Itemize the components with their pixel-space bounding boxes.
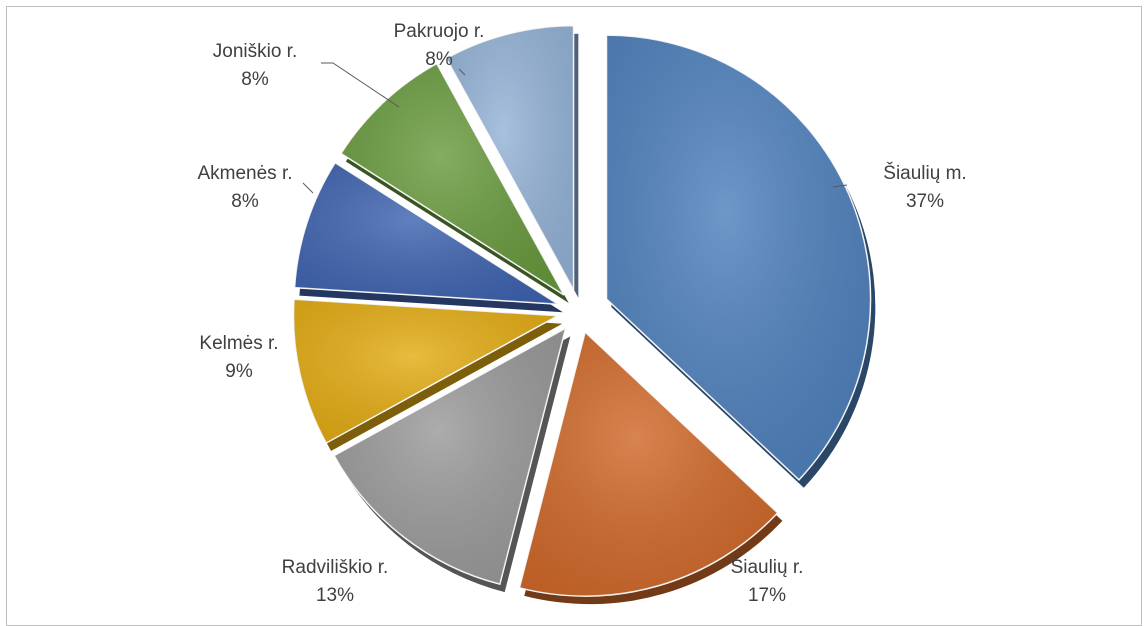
slice-label-5: Joniškio r.	[213, 41, 297, 62]
slice-label-6: Pakruojo r.	[394, 21, 485, 42]
pie-slice-highlight-0	[606, 35, 871, 480]
pie-slice-highlight-6	[446, 25, 574, 290]
leader-line-0	[832, 184, 848, 188]
slice-percent-1: 17%	[748, 585, 786, 606]
slice-percent-6: 8%	[425, 49, 453, 70]
pie-slice-highlight-2	[334, 328, 566, 585]
leader-line-6	[458, 68, 466, 76]
slice-percent-5: 8%	[241, 69, 269, 90]
pie-slice-highlight-4	[294, 162, 559, 305]
slice-percent-4: 8%	[231, 191, 259, 212]
pie-slice-highlight-3	[293, 299, 558, 443]
slice-label-0: Šiaulių m.	[883, 162, 966, 184]
pie-slice-highlight-1	[519, 332, 778, 597]
slice-label-2: Radviliškio r.	[282, 557, 389, 578]
slice-label-4: Akmenės r.	[197, 163, 292, 184]
leader-line-4	[302, 182, 314, 194]
pie-slice-highlight-5	[341, 63, 564, 295]
slice-label-3: Kelmės r.	[199, 333, 278, 354]
chart-area: Šiaulių m. 37% Šiaulių r. 17% Radviliškio r.…	[6, 6, 1142, 626]
leader-line-5	[321, 62, 400, 108]
slice-percent-0: 37%	[906, 191, 944, 212]
slice-percent-3: 9%	[225, 361, 253, 382]
slice-label-1: Šiaulių r.	[731, 556, 804, 578]
pie-chart: Šiaulių m. 37% Šiaulių r. 17% Radviliškio r.…	[197, 21, 966, 606]
slice-percent-2: 13%	[316, 585, 354, 606]
